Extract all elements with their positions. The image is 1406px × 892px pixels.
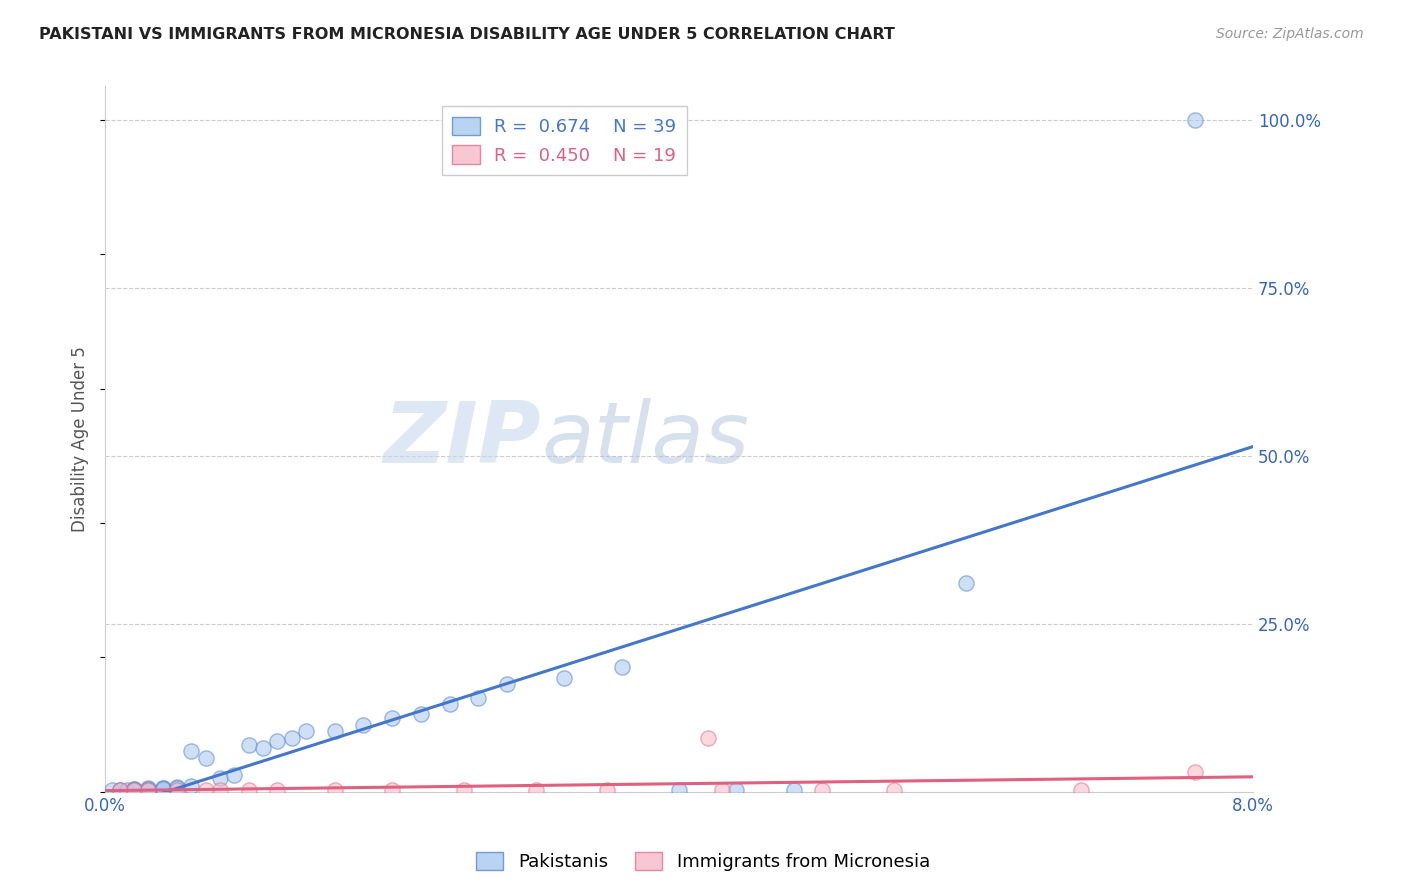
Point xyxy=(208,782,231,797)
Point xyxy=(381,782,404,797)
Point xyxy=(224,768,246,782)
Point xyxy=(238,738,260,752)
Point xyxy=(136,781,159,796)
Point xyxy=(409,707,432,722)
Point xyxy=(108,782,131,797)
Point xyxy=(152,782,174,797)
Point xyxy=(668,782,690,797)
Point xyxy=(883,782,905,797)
Point xyxy=(955,576,977,591)
Point xyxy=(1070,782,1092,797)
Point xyxy=(166,781,188,796)
Point xyxy=(439,698,461,712)
Point xyxy=(553,671,575,685)
Point xyxy=(323,724,346,739)
Point xyxy=(725,782,748,797)
Point xyxy=(352,717,374,731)
Point xyxy=(238,782,260,797)
Point xyxy=(496,677,519,691)
Point xyxy=(711,782,734,797)
Point xyxy=(136,782,159,797)
Y-axis label: Disability Age Under 5: Disability Age Under 5 xyxy=(72,346,89,532)
Point xyxy=(295,724,318,739)
Point xyxy=(610,660,633,674)
Point xyxy=(152,781,174,796)
Point xyxy=(252,741,274,756)
Point xyxy=(180,780,202,794)
Point xyxy=(811,782,834,797)
Text: PAKISTANI VS IMMIGRANTS FROM MICRONESIA DISABILITY AGE UNDER 5 CORRELATION CHART: PAKISTANI VS IMMIGRANTS FROM MICRONESIA … xyxy=(39,27,896,42)
Text: atlas: atlas xyxy=(541,398,749,481)
Point xyxy=(122,782,145,797)
Point xyxy=(136,782,159,797)
Point xyxy=(122,782,145,797)
Point xyxy=(323,782,346,797)
Point xyxy=(101,782,124,797)
Point xyxy=(166,782,188,797)
Point xyxy=(453,782,475,797)
Point xyxy=(596,782,619,797)
Point xyxy=(280,731,302,745)
Point xyxy=(166,780,188,794)
Point xyxy=(194,751,217,765)
Point xyxy=(152,780,174,795)
Point xyxy=(524,782,547,797)
Point xyxy=(194,782,217,797)
Point xyxy=(1184,112,1206,127)
Point xyxy=(266,734,288,748)
Point xyxy=(208,771,231,785)
Point xyxy=(783,782,806,797)
Text: Source: ZipAtlas.com: Source: ZipAtlas.com xyxy=(1216,27,1364,41)
Point xyxy=(108,782,131,797)
Point xyxy=(266,782,288,797)
Legend: R =  0.674    N = 39, R =  0.450    N = 19: R = 0.674 N = 39, R = 0.450 N = 19 xyxy=(441,106,688,176)
Point xyxy=(180,744,202,758)
Point xyxy=(1184,764,1206,779)
Point xyxy=(122,782,145,797)
Point xyxy=(696,731,718,745)
Text: ZIP: ZIP xyxy=(384,398,541,481)
Point xyxy=(108,782,131,797)
Point xyxy=(115,782,138,797)
Point xyxy=(136,782,159,797)
Legend: Pakistanis, Immigrants from Micronesia: Pakistanis, Immigrants from Micronesia xyxy=(470,845,936,879)
Point xyxy=(381,711,404,725)
Point xyxy=(122,782,145,797)
Point xyxy=(467,690,489,705)
